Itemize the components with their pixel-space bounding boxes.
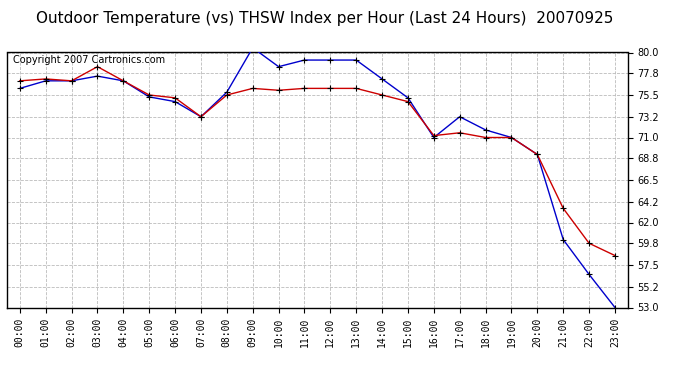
Text: Copyright 2007 Cartronics.com: Copyright 2007 Cartronics.com — [13, 55, 165, 65]
Text: Outdoor Temperature (vs) THSW Index per Hour (Last 24 Hours)  20070925: Outdoor Temperature (vs) THSW Index per … — [36, 11, 613, 26]
